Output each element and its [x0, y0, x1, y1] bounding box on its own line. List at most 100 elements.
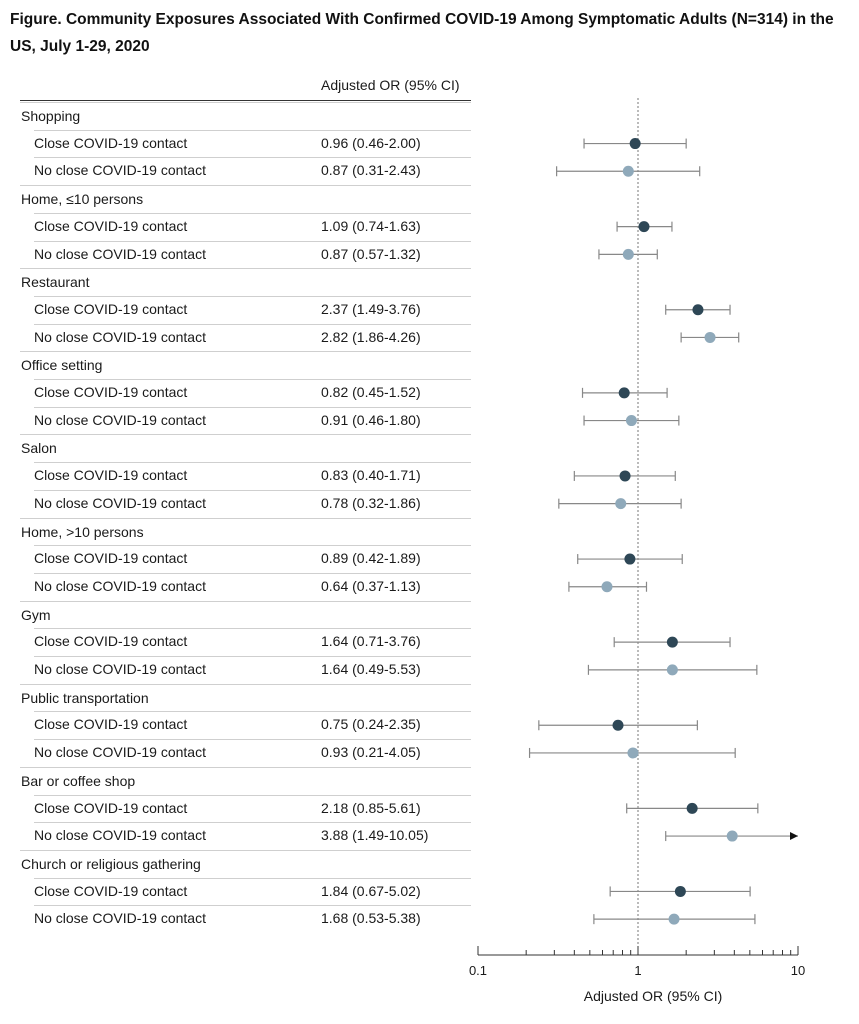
or-ci-value: 2.82 (1.86-4.26): [321, 328, 421, 345]
or-ci-value: 1.64 (0.49-5.53): [321, 661, 421, 677]
or-ci-value: 2.18 (0.85-5.61): [321, 799, 421, 816]
group-label: Home, >10 persons: [21, 523, 144, 540]
or-ci-value: 0.83 (0.40-1.71): [321, 467, 421, 484]
group-label: Restaurant: [21, 274, 90, 291]
exposure-row: Close COVID-19 contact 1.84 (0.67-5.02): [20, 877, 471, 906]
group-row: Bar or coffee shop: [20, 766, 471, 796]
or-column-header: Adjusted OR (95% CI): [321, 77, 460, 93]
or-point: [624, 553, 636, 565]
group-row: Shopping: [20, 102, 471, 131]
exposure-row: Close COVID-19 contact 0.75 (0.24-2.35): [20, 711, 471, 739]
group-label: Home, ≤10 persons: [21, 191, 144, 208]
or-ci-value: 1.68 (0.53-5.38): [321, 910, 421, 927]
x-axis-title: Adjusted OR (95% CI): [584, 988, 723, 1004]
group-row: Home, >10 persons: [20, 517, 471, 547]
exposure-row: No close COVID-19 contact 0.64 (0.37-1.13…: [20, 572, 471, 601]
exposure-label: Close COVID-19 contact: [34, 467, 188, 484]
or-point: [615, 498, 627, 510]
or-ci-value: 1.64 (0.71-3.76): [321, 633, 421, 650]
exposure-row: Close COVID-19 contact 2.37 (1.49-3.76): [20, 295, 471, 324]
exposure-row: No close COVID-19 contact 0.91 (0.46-1.80…: [20, 406, 471, 435]
exposure-row: Close COVID-19 contact 0.96 (0.46-2.00): [20, 129, 471, 158]
group-row: Home, ≤10 persons: [20, 185, 471, 214]
exposure-label: No close COVID-19 contact: [34, 577, 206, 594]
or-point: [704, 331, 716, 343]
exposure-label: No close COVID-19 contact: [34, 744, 206, 761]
exposure-label: Close COVID-19 contact: [34, 217, 188, 234]
group-row: Church or religious gathering: [20, 849, 471, 879]
or-point: [622, 165, 634, 177]
exposure-row: Close COVID-19 contact 1.64 (0.71-3.76): [20, 628, 471, 656]
or-point: [629, 138, 641, 150]
group-label: Gym: [21, 606, 51, 623]
or-point: [612, 719, 624, 731]
exposure-row: No close COVID-19 contact 0.93 (0.21-4.05…: [20, 739, 471, 767]
group-label: Church or religious gathering: [21, 855, 201, 872]
exposure-label: Close COVID-19 contact: [34, 550, 188, 567]
exposure-row: Close COVID-19 contact 1.09 (0.74-1.63): [20, 212, 471, 241]
group-row: Gym: [20, 600, 471, 630]
group-label: Shopping: [21, 108, 81, 124]
group-label: Office setting: [21, 357, 103, 374]
exposure-row: No close COVID-19 contact 1.68 (0.53-5.38…: [20, 905, 471, 933]
exposure-label: Close COVID-19 contact: [34, 799, 188, 816]
group-row: Salon: [20, 434, 471, 463]
or-ci-value: 1.09 (0.74-1.63): [321, 217, 421, 234]
group-label: Bar or coffee shop: [21, 772, 136, 789]
exposure-label: No close COVID-19 contact: [34, 827, 206, 844]
exposure-label: No close COVID-19 contact: [34, 245, 206, 262]
exposure-row: Close COVID-19 contact 0.83 (0.40-1.71): [20, 462, 471, 490]
exposure-row: No close COVID-19 contact 1.64 (0.49-5.53…: [20, 656, 471, 684]
or-ci-value: 0.82 (0.45-1.52): [321, 384, 421, 400]
group-label: Salon: [21, 440, 57, 457]
exposure-label: Close COVID-19 contact: [34, 300, 188, 317]
or-ci-value: 0.89 (0.42-1.89): [321, 550, 421, 567]
or-point: [674, 885, 686, 897]
exposure-label: No close COVID-19 contact: [34, 910, 206, 927]
or-point: [638, 221, 650, 233]
or-ci-value: 0.87 (0.57-1.32): [321, 245, 421, 262]
header-rule: [20, 100, 471, 101]
ci-arrow: [790, 832, 798, 841]
or-ci-value: 0.78 (0.32-1.86): [321, 494, 421, 511]
or-ci-value: 0.75 (0.24-2.35): [321, 716, 421, 733]
exposure-row: Close COVID-19 contact 0.82 (0.45-1.52): [20, 379, 471, 407]
or-point: [692, 304, 704, 316]
or-point: [666, 636, 678, 648]
or-ci-value: 0.91 (0.46-1.80): [321, 411, 421, 428]
or-ci-value: 2.37 (1.49-3.76): [321, 300, 421, 317]
exposure-label: No close COVID-19 contact: [34, 162, 206, 179]
exposure-label: Close COVID-19 contact: [34, 633, 188, 650]
exposure-row: Close COVID-19 contact 0.89 (0.42-1.89): [20, 545, 471, 573]
or-ci-value: 1.84 (0.67-5.02): [321, 882, 421, 899]
exposure-label: Close COVID-19 contact: [34, 134, 188, 151]
or-point: [627, 747, 639, 759]
group-row: Restaurant: [20, 268, 471, 297]
or-point: [619, 470, 631, 482]
exposure-label: No close COVID-19 contact: [34, 494, 206, 511]
exposure-row: No close COVID-19 contact 0.87 (0.57-1.32…: [20, 240, 471, 269]
or-point: [625, 415, 637, 427]
group-label: Public transportation: [21, 689, 149, 706]
or-point: [668, 913, 680, 925]
or-ci-value: 0.93 (0.21-4.05): [321, 744, 421, 761]
or-point: [622, 248, 634, 260]
exposure-label: No close COVID-19 contact: [34, 661, 206, 677]
exposure-label: No close COVID-19 contact: [34, 328, 206, 345]
or-point: [601, 581, 613, 593]
group-row: Public transportation: [20, 683, 471, 713]
figure-title: Figure. Community Exposures Associated W…: [10, 11, 834, 55]
exposure-row: No close COVID-19 contact 0.87 (0.31-2.43…: [20, 157, 471, 185]
or-point: [618, 387, 630, 399]
or-point: [726, 830, 738, 842]
group-row: Office setting: [20, 351, 471, 380]
or-ci-value: 0.87 (0.31-2.43): [321, 162, 421, 179]
or-ci-value: 0.64 (0.37-1.13): [321, 577, 421, 594]
exposure-label: No close COVID-19 contact: [34, 411, 206, 428]
or-point: [666, 664, 678, 676]
exposure-row: No close COVID-19 contact 0.78 (0.32-1.86…: [20, 489, 471, 518]
or-ci-value: 3.88 (1.49-10.05): [321, 827, 429, 844]
exposure-row: Close COVID-19 contact 2.18 (0.85-5.61): [20, 794, 471, 823]
x-tick-label: 0.1: [469, 963, 487, 978]
